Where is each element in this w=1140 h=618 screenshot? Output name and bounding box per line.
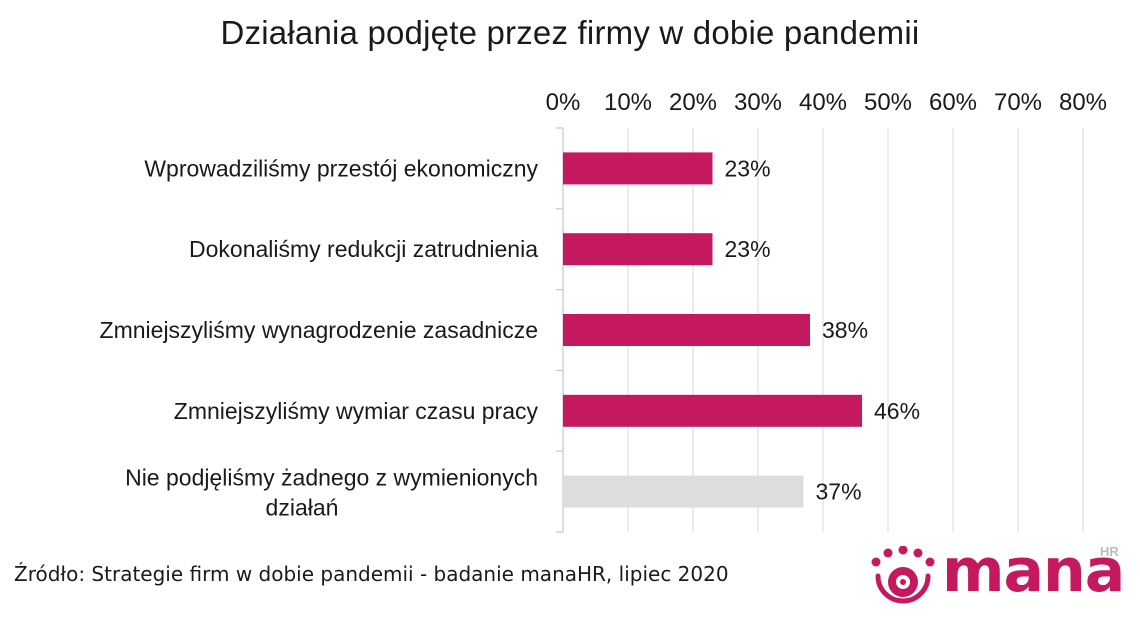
x-tick-label: 80% [1059,89,1107,116]
bar [563,475,804,508]
chart-title: Działania podjęte przez firmy w dobie pa… [220,14,920,51]
x-tick-label: 20% [669,89,717,116]
sun-face-logo-icon [871,546,935,604]
data-label: 46% [874,398,920,424]
x-tick-label: 0% [546,89,581,116]
x-tick-label: 70% [994,89,1042,116]
data-label: 23% [725,155,771,181]
logo-superscript: HR [1100,544,1119,559]
category-label: Zmniejszyliśmy wynagrodzenie zasadnicze [100,317,538,343]
category-label: Dokonaliśmy redukcji zatrudnienia [189,236,538,262]
mana-logo: mana HR [868,536,1138,610]
bar [563,394,862,427]
data-label: 37% [816,479,862,505]
x-tick-label: 40% [799,89,847,116]
bar [563,152,713,185]
x-tick-label: 10% [604,89,652,116]
x-tick-label: 60% [929,89,977,116]
category-label: Wprowadziliśmy przestój ekonomiczny [144,155,538,181]
bar [563,233,713,266]
source-note: Źródło: Strategie firm w dobie pandemii … [14,562,729,586]
logo-wordmark: mana [942,536,1125,606]
x-tick-label: 30% [734,89,782,116]
category-label: Zmniejszyliśmy wymiar czasu pracy [174,398,539,424]
x-tick-label: 50% [864,89,912,116]
data-label: 38% [822,317,868,343]
bar [563,314,810,346]
data-label: 23% [725,236,771,262]
category-label: Nie podjęliśmy żadnego z wymienionych dzi… [125,465,538,521]
